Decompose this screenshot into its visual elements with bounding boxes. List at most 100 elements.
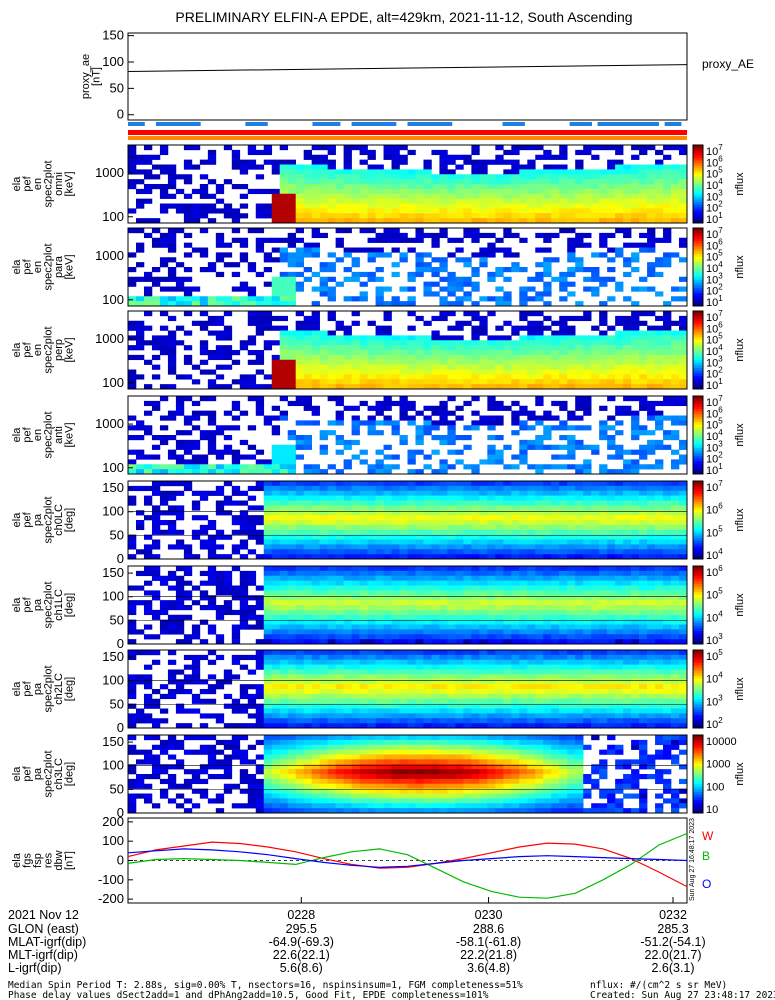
spectrogram-cell: [439, 218, 448, 224]
spectrogram-cell: [471, 614, 480, 620]
spectrogram-cell: [383, 232, 392, 239]
spectrogram-cell: [511, 544, 520, 550]
spectrogram-cell: [503, 320, 512, 326]
spectrogram-cell: [575, 490, 584, 496]
spectrogram-cell: [199, 301, 209, 307]
spectrogram-cell: [319, 193, 328, 199]
spectrogram-cell: [431, 184, 440, 190]
spectrogram-cell: [551, 566, 560, 572]
spectrogram-cell: [543, 350, 552, 356]
spectrogram-cell: [599, 359, 608, 365]
spectrogram-cell: [151, 184, 161, 190]
spectrogram-cell: [535, 354, 544, 361]
proxy-ae-ytick-label: 50: [110, 80, 124, 95]
spectrogram-cell: [399, 203, 408, 209]
spectrogram-cell: [287, 400, 296, 407]
spectrogram-cell: [607, 415, 616, 421]
spectrogram-cell: [295, 169, 304, 175]
spectrogram-cell: [263, 515, 273, 521]
spectrogram-cell: [263, 237, 273, 243]
spectrogram-cell: [263, 464, 273, 470]
spectrogram-cells: [128, 145, 688, 224]
spectrogram-cell: [287, 585, 296, 591]
spectrogram-cell: [495, 539, 504, 545]
spectrogram-cell: [559, 208, 568, 214]
spectrogram-cell: [447, 179, 456, 185]
colorbar-tick-label: 103: [706, 354, 723, 369]
spectrogram-cell: [375, 430, 384, 436]
spectrogram-cell: [447, 505, 456, 511]
spectrogram-cell: [215, 296, 225, 302]
spectrogram-cell: [575, 595, 584, 601]
spectrogram-cell: [391, 188, 400, 195]
spectrogram-cell: [447, 544, 456, 550]
spectrogram-cell: [655, 575, 664, 581]
spectrogram-cell: [543, 410, 552, 416]
spectrogram-cell: [503, 544, 512, 550]
proxy-ae-line: [127, 64, 688, 72]
spectrogram-cell: [479, 159, 488, 165]
spectrogram-cell: [295, 629, 304, 635]
spectrogram-cell: [431, 242, 440, 248]
spectrogram-cell: [471, 396, 480, 402]
colorbar-tick-label: 102: [706, 366, 723, 381]
spectrogram-cell: [319, 169, 328, 175]
spectrogram-cell: [559, 524, 568, 531]
spectrogram-cell: [439, 614, 448, 620]
spectrogram-cell: [471, 311, 480, 317]
spectrogram-cell: [175, 396, 185, 402]
spectrogram-cell: [663, 345, 672, 351]
spectrogram-cell: [135, 629, 145, 635]
colorbar-frame: [692, 565, 704, 645]
colorbar-step: [693, 269, 703, 273]
spectrogram-cell: [375, 510, 384, 516]
spectrogram-cell: [527, 179, 536, 185]
spectrogram-cell: [583, 345, 592, 351]
spectrogram-cell: [503, 247, 512, 253]
spectrogram-cell: [551, 345, 560, 351]
spectrogram-cell: [407, 619, 416, 625]
spectrogram-cell: [559, 619, 568, 625]
spectrogram-cell: [311, 585, 320, 591]
spectrogram-cell: [135, 524, 145, 531]
spectrogram-cell: [511, 400, 520, 407]
spectrogram-cell: [495, 340, 504, 346]
spectrogram-ylabel-line: [keV]: [63, 337, 75, 362]
spectrogram-cell: [551, 639, 560, 645]
spectrogram-cell: [167, 330, 177, 336]
spectrogram-cell: [503, 566, 512, 572]
spectrogram-cell: [247, 595, 257, 601]
spectrogram-cell: [383, 529, 392, 535]
spectrogram-cell: [207, 193, 217, 199]
spectrogram-cell: [527, 444, 536, 450]
spectrogram-cell: [375, 464, 384, 470]
spectrogram-cell: [639, 520, 648, 526]
spectrogram-cell: [631, 218, 640, 224]
spectrogram-cell: [439, 464, 448, 470]
spectrogram-cell: [343, 154, 352, 160]
spectrogram-cell: [279, 624, 289, 630]
spectrogram-cell: [327, 595, 336, 601]
colorbar-step: [693, 339, 703, 343]
spectrogram-cell: [207, 315, 217, 322]
spectrogram-cell: [679, 208, 688, 214]
spectrogram-cell: [567, 345, 576, 351]
spectrogram-cell: [191, 415, 201, 421]
spectrogram-cell: [527, 325, 536, 331]
spectrogram-cell: [455, 213, 464, 219]
spectrogram-cell: [639, 276, 648, 282]
spectrogram-cell: [159, 193, 169, 199]
spectrogram-cell: [215, 544, 225, 550]
spectrogram-cell: [295, 359, 304, 365]
spectrogram-cell: [375, 354, 384, 361]
spectrogram-cell: [367, 237, 376, 243]
colorbar-step: [693, 331, 703, 335]
colorbar-step: [693, 189, 703, 193]
colorbar-tick-label: 103: [706, 632, 723, 647]
spectrogram-panel-6: 150100500elapefpaspec2plotch1LC[deg]1061…: [11, 564, 746, 651]
spectrogram-cell: [423, 415, 432, 421]
spectrogram-cell: [663, 374, 672, 380]
spectrogram-cell: [639, 575, 648, 581]
spectrogram-cell: [295, 208, 304, 214]
spectrogram-cell: [599, 420, 608, 426]
